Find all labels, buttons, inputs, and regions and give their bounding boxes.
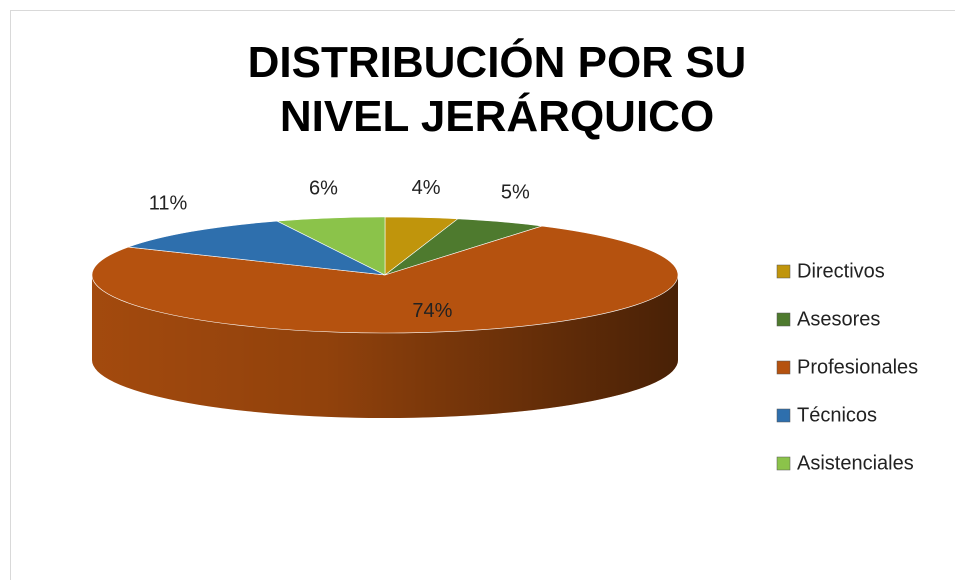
legend-swatch: [776, 264, 791, 279]
legend-swatch: [776, 456, 791, 471]
data-label: 74%: [412, 300, 452, 322]
legend-label: Profesionales: [797, 356, 918, 378]
data-label: 5%: [501, 182, 530, 204]
legend-swatch: [776, 312, 791, 327]
legend-label: Técnicos: [797, 404, 877, 426]
chart-frame: [10, 10, 955, 580]
data-label: 6%: [309, 177, 338, 199]
legend-swatch: [776, 360, 791, 375]
slice: [91, 225, 679, 334]
data-label: 4%: [412, 177, 441, 199]
legend-label: Asistenciales: [797, 452, 914, 474]
chart-title: DISTRIBUCIÓN POR SU NIVEL JERÁRQUICO: [247, 38, 747, 141]
slice: [276, 216, 386, 276]
slice-side-shade: [92, 275, 678, 418]
legend-label: Asesores: [797, 308, 880, 330]
legend-swatch: [776, 408, 791, 423]
slice: [128, 220, 386, 276]
legend-label: Directivos: [797, 260, 885, 282]
data-label: 11%: [149, 193, 188, 215]
